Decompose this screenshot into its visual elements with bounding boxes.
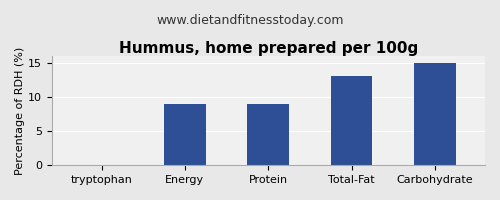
Title: Hummus, home prepared per 100g: Hummus, home prepared per 100g bbox=[118, 41, 418, 56]
Bar bbox=[331, 76, 372, 165]
Bar bbox=[164, 104, 205, 165]
Bar bbox=[248, 104, 289, 165]
Y-axis label: Percentage of RDH (%): Percentage of RDH (%) bbox=[15, 47, 25, 175]
Text: www.dietandfitnesstoday.com: www.dietandfitnesstoday.com bbox=[156, 14, 344, 27]
Bar bbox=[414, 63, 456, 165]
